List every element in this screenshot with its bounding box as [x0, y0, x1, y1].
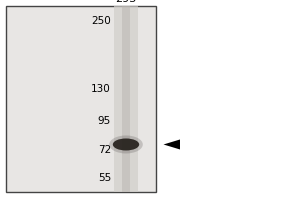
Polygon shape [164, 139, 180, 149]
Text: 95: 95 [98, 116, 111, 126]
Ellipse shape [109, 135, 143, 153]
Bar [122, 6, 130, 192]
Text: 250: 250 [91, 16, 111, 26]
Ellipse shape [113, 138, 139, 150]
Text: 130: 130 [91, 84, 111, 94]
Text: 55: 55 [98, 173, 111, 183]
Text: 293: 293 [116, 0, 136, 4]
Bar [6, 6, 156, 192]
Text: 72: 72 [98, 145, 111, 155]
Bar [114, 6, 138, 192]
